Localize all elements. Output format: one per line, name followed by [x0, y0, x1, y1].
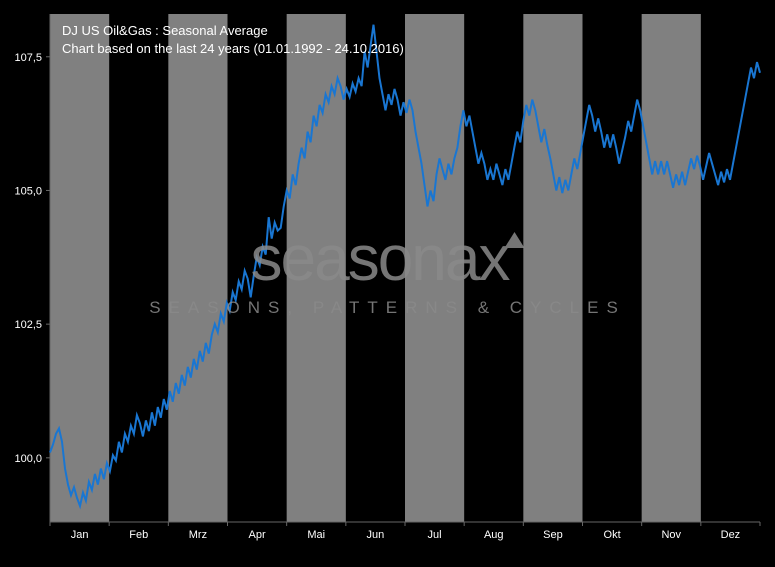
x-month-label: Mrz	[189, 529, 207, 541]
x-month-label: Apr	[249, 529, 266, 541]
chart-container: 100,0 102,5 105,0 107,5 Jan Feb Mrz Apr Mai Jun J…	[0, 0, 775, 567]
x-month-label: Jan	[71, 529, 89, 541]
x-month-label: Nov	[661, 529, 681, 541]
chart-title-line1: DJ US Oil&Gas : Seasonal Average	[62, 22, 404, 40]
y-tick-label: 102,5	[14, 319, 42, 331]
y-tick-label: 100,0	[14, 453, 42, 465]
x-month-label: Aug	[484, 529, 504, 541]
chart-title-line2: Chart based on the last 24 years (01.01.…	[62, 40, 404, 58]
x-month-label: Feb	[129, 529, 148, 541]
watermark-arrow-icon	[504, 232, 524, 248]
y-tick-label: 105,0	[14, 185, 42, 197]
watermark-brand: seasonax	[0, 226, 775, 290]
x-month-label: Okt	[604, 529, 621, 541]
x-month-label: Jul	[428, 529, 442, 541]
watermark-tagline: SEASONS, PATTERNS & CYCLES	[0, 298, 775, 318]
x-month-label: Mai	[307, 529, 325, 541]
x-month-label: Jun	[367, 529, 385, 541]
x-month-label: Dez	[721, 529, 741, 541]
x-month-label: Sep	[543, 529, 563, 541]
watermark: seasonax SEASONS, PATTERNS & CYCLES	[0, 226, 775, 318]
watermark-brand-text: seasonax	[251, 222, 509, 294]
y-tick-label: 107,5	[14, 52, 42, 64]
chart-title: DJ US Oil&Gas : Seasonal Average Chart b…	[62, 22, 404, 58]
